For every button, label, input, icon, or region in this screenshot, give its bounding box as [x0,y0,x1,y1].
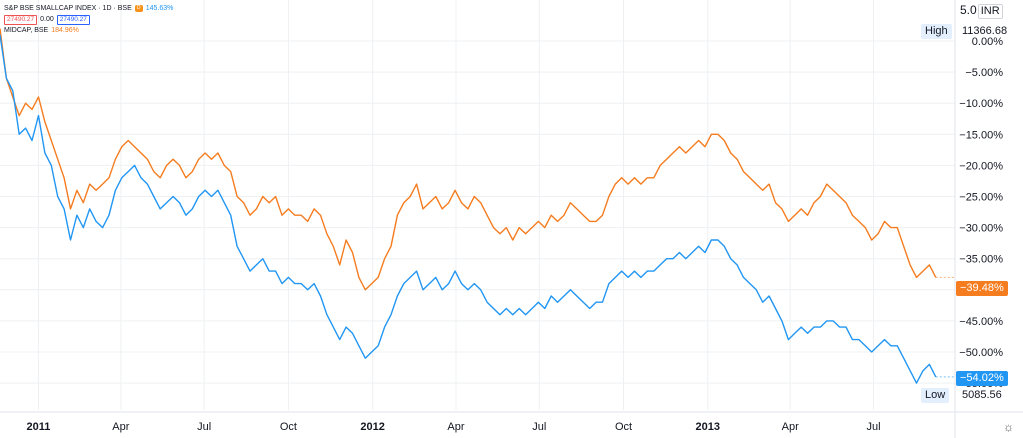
settings-gear-icon[interactable]: ☼ [1003,420,1014,434]
smallcap-last-value: −54.02% [960,372,1004,384]
legend-main-pct: 145.63% [145,5,174,12]
low-label: Low [925,389,946,401]
x-tick-label: 2013 [696,421,720,433]
x-tick-label: Jul [866,421,880,433]
series-line-midcap [0,28,937,291]
midcap-last-value: −39.48% [960,282,1004,294]
currency-label: INR [980,5,1000,17]
legend-box-left: 27490.27 [4,14,38,25]
low-value: 5085.56 [962,389,1002,401]
x-tick-label: Jul [532,421,546,433]
x-tick-label: 2012 [360,421,384,433]
interval-icon[interactable]: D [134,5,143,12]
legend-box-right: 27490.27 [56,14,90,25]
currency-button[interactable]: INR [977,4,1003,19]
x-tick-label: Oct [280,421,297,433]
legend-symbol-title: S&P BSE SMALLCAP INDEX · 1D · BSE [4,5,132,12]
chart-legend: S&P BSE SMALLCAP INDEX · 1D · BSE D 145.… [4,3,173,36]
x-tick-label: Apr [112,421,129,433]
x-tick-label: Jul [197,421,211,433]
series-line-smallcap [0,34,937,384]
y-tick-label: −45.00% [959,316,1003,328]
y-tick-label: −10.00% [959,98,1003,110]
midcap-last-value-tag: −39.48% [956,281,1008,296]
smallcap-last-value-tag: −54.02% [956,371,1008,386]
x-tick-label: Oct [615,421,632,433]
x-tick-label: Apr [782,421,799,433]
high-tag: High [921,24,952,39]
price-axis-header: 5.0 INR [960,3,1003,19]
y-tick-label: −35.00% [959,254,1003,266]
price-axis-top-partial: 5.0 [960,3,977,17]
legend-compare-row: MIDCAP, BSE 184.96% [4,25,173,36]
low-tag: Low [921,388,950,403]
legend-compare-pct: 184.96% [51,27,79,34]
legend-main-row: S&P BSE SMALLCAP INDEX · 1D · BSE D 145.… [4,3,173,14]
y-tick-label: −30.00% [959,223,1003,235]
y-tick-label: −25.00% [959,192,1003,204]
high-value: 11366.68 [962,25,1008,37]
y-tick-label: −5.00% [965,67,1003,79]
y-tick-label: −20.00% [959,160,1003,172]
x-tick-label: 2011 [27,421,51,433]
y-tick-label: 0.00% [972,36,1003,48]
y-tick-label: −50.00% [959,347,1003,359]
x-tick-label: Apr [447,421,464,433]
legend-values-row: 27490.27 0.00 27490.27 [4,14,173,25]
legend-compare-name: MIDCAP, BSE [4,27,49,34]
high-label: High [925,25,948,37]
y-tick-label: −15.00% [959,129,1003,141]
legend-box-mid: 0.00 [40,16,54,23]
